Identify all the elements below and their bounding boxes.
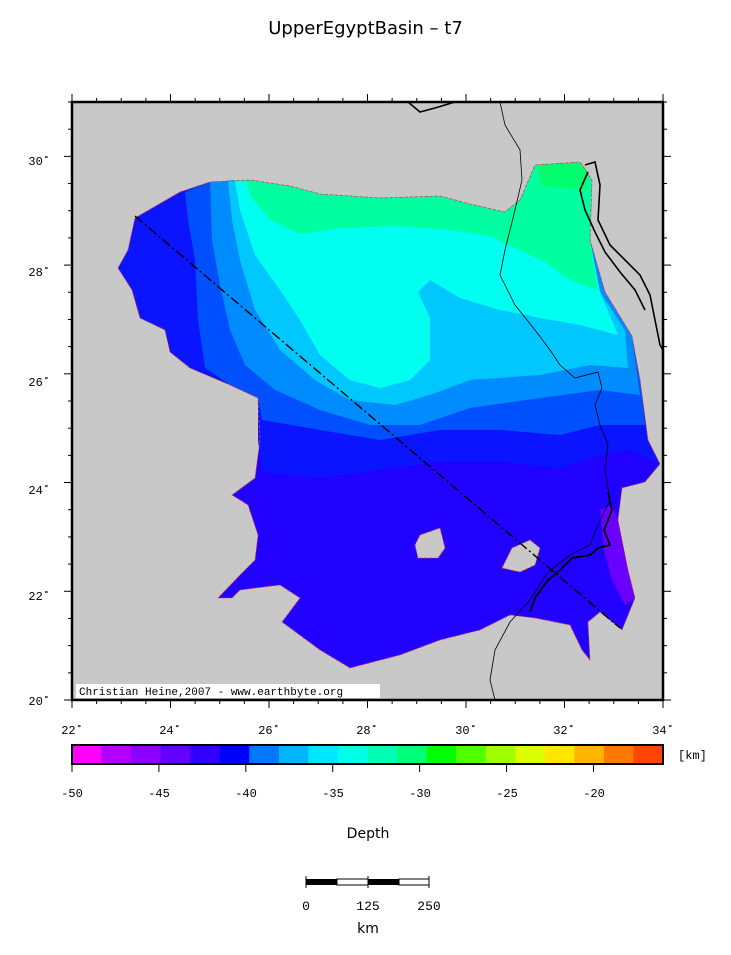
lat-label: 30˚ [28, 155, 50, 169]
coastline-nile [489, 102, 611, 700]
coastline-redsea [584, 160, 663, 351]
depth-zone-46 [600, 505, 635, 605]
border-sudan-coast [529, 491, 613, 613]
lat-label: 22˚ [28, 590, 50, 604]
scale-label: 250 [417, 899, 440, 914]
colorbar-swatch [278, 745, 309, 764]
scale-label: 0 [302, 899, 310, 914]
colorbar-labels: -50 -45 -40 -35 -30 -25 -20 [61, 787, 605, 801]
map-title: UpperEgyptBasin – t7 [268, 18, 463, 39]
lon-label: 28˚ [356, 724, 378, 738]
scale-segment [398, 878, 430, 886]
colorbar-swatch [219, 745, 250, 764]
colorbar-swatch [160, 745, 191, 764]
colorbar-tick-label: -25 [496, 787, 518, 801]
lon-label: 26˚ [258, 724, 280, 738]
colorbar-swatch [249, 745, 280, 764]
coastline-redsea-west [579, 171, 646, 311]
lon-label: 34˚ [652, 724, 674, 738]
basin-gap-west [414, 527, 446, 559]
colorbar-tick-label: -40 [235, 787, 257, 801]
colorbar-swatch [101, 745, 132, 764]
colorbar-swatch [544, 745, 575, 764]
colorbar-swatch [190, 745, 221, 764]
lat-label: 28˚ [28, 266, 50, 280]
scale-segment [368, 879, 399, 885]
colorbar [71, 745, 664, 772]
cross-section-line [134, 215, 621, 629]
colorbar-swatch [574, 745, 605, 764]
colorbar-swatch [397, 745, 427, 764]
colorbar-swatch [131, 745, 161, 764]
colorbar-swatch [603, 745, 634, 764]
colorbar-tick-label: -50 [61, 787, 83, 801]
colorbar-swatch [485, 745, 516, 764]
colorbar-unit: [km] [678, 749, 707, 763]
colorbar-frame [71, 744, 664, 765]
colorbar-swatch [515, 745, 546, 764]
lat-labels: 20˚ 22˚ 24˚ 26˚ 28˚ 30˚ [28, 155, 50, 709]
colorbar-tick-label: -45 [148, 787, 170, 801]
depth-grid [117, 102, 663, 700]
lat-label: 24˚ [28, 484, 50, 498]
coastline-mediterranean [407, 102, 456, 113]
scale-bar [305, 876, 430, 888]
lon-label: 24˚ [159, 724, 181, 738]
colorbar-swatch [633, 745, 664, 764]
scale-segment [306, 879, 337, 885]
depth-zone-32 [245, 162, 598, 290]
colorbar-label: Depth [347, 826, 390, 842]
scale-unit: km [357, 921, 379, 937]
lat-label: 26˚ [28, 376, 50, 390]
colorbar-tick-label: -35 [322, 787, 344, 801]
credit-text: Christian Heine,2007 - www.earthbyte.org [79, 687, 343, 699]
depth-zone-30 [538, 162, 588, 190]
colorbar-swatch [456, 745, 486, 764]
scale-labels: 0 125 250 [302, 899, 441, 914]
colorbar-swatch [72, 745, 102, 764]
basin-gap-east [501, 539, 541, 573]
colorbar-tick-label: -20 [583, 787, 605, 801]
colorbar-swatch [308, 745, 339, 764]
basin-outline [117, 161, 661, 669]
lon-label: 32˚ [553, 724, 575, 738]
lat-label: 20˚ [28, 695, 50, 709]
colorbar-tick-label: -30 [409, 787, 431, 801]
colorbar-swatch [426, 745, 457, 764]
scale-segment [336, 878, 369, 886]
colorbar-swatch [367, 745, 398, 764]
colorbar-swatch [337, 745, 368, 764]
scale-label: 125 [356, 899, 379, 914]
map-ticks [64, 94, 671, 708]
lon-labels: 22˚ 24˚ 26˚ 28˚ 30˚ 32˚ 34˚ [61, 724, 674, 738]
lon-label: 22˚ [61, 724, 83, 738]
lon-label: 30˚ [455, 724, 477, 738]
credit-box [76, 684, 380, 698]
